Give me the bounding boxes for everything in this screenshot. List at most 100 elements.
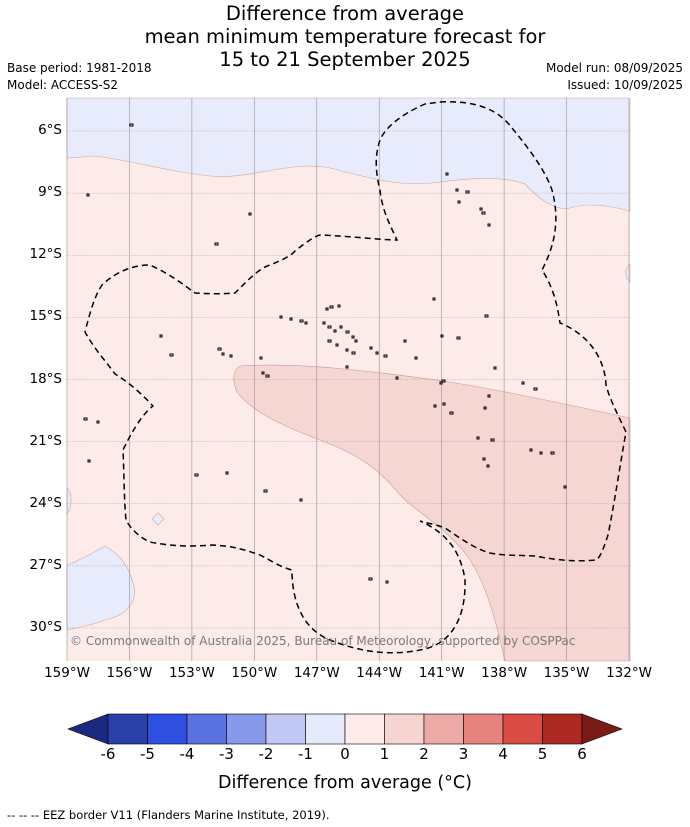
colorbar-cell — [502, 713, 543, 745]
colorbar-tick-label: 0 — [340, 745, 350, 763]
island-outline — [261, 371, 265, 375]
island-outline — [279, 315, 283, 319]
island-outline — [229, 354, 233, 358]
colorbar-under-triangle — [67, 713, 109, 745]
colorbar-cell — [226, 713, 267, 745]
colorbar-tick-label: 6 — [577, 745, 587, 763]
colorbar-cell — [344, 713, 385, 745]
island-outline — [304, 321, 308, 325]
latitude-tick-label: 24°S — [29, 494, 63, 511]
colorbar-tick-label: 4 — [498, 745, 508, 763]
colorbar-tick-label: -3 — [219, 745, 234, 763]
longitude-tick-label: 147°W — [293, 665, 340, 681]
colorbar-tick-label: 1 — [379, 745, 390, 763]
island-outline — [159, 334, 163, 338]
anomaly-region-minus1-to-0-north — [66, 97, 631, 212]
island-outline — [96, 420, 100, 424]
longitude-tick-label: 138°W — [481, 665, 528, 681]
island-outline — [395, 376, 399, 380]
island-outline — [289, 317, 293, 321]
island-outline — [433, 404, 437, 408]
island-outline — [225, 471, 229, 475]
colorbar-tick-label: -2 — [258, 745, 274, 763]
island-outline — [369, 346, 373, 350]
island-outline — [339, 325, 343, 329]
island-outline — [476, 436, 480, 440]
latitude-tick-label: 18°S — [29, 370, 63, 387]
island-outline — [442, 402, 446, 406]
issued-label: Issued: 10/09/2025 — [567, 78, 683, 92]
base-period-label: Base period: 1981-2018 — [7, 61, 152, 75]
island-outline — [529, 448, 533, 452]
island-outline — [414, 356, 418, 360]
colorbar-tick-label: -4 — [179, 745, 195, 763]
island-outline — [457, 200, 461, 204]
island-outline — [299, 498, 303, 502]
island-outline — [487, 394, 491, 398]
model-label: Model: ACCESS-S2 — [7, 78, 119, 92]
latitude-tick-label: 9°S — [38, 184, 62, 201]
model-run-label: Model run: 08/09/2025 — [545, 61, 683, 75]
colorbar-cell — [107, 713, 148, 745]
eez-border — [84, 101, 627, 654]
colorbar-cell — [265, 713, 306, 745]
island-outline — [368, 577, 373, 581]
island-outline — [487, 223, 491, 227]
colorbar-tick-label: -6 — [100, 745, 116, 763]
map-title-line-1: Difference from average — [225, 2, 465, 25]
island-outline — [385, 580, 389, 584]
latitude-tick-label: 6°S — [38, 122, 62, 138]
island-outline — [484, 314, 489, 318]
colorbar-cell — [186, 713, 227, 745]
latitude-tick-label: 12°S — [29, 246, 63, 263]
colorbar-cell — [423, 713, 464, 745]
colorbar-tick-label: 2 — [419, 745, 429, 763]
longitude-tick-label: 135°W — [543, 665, 590, 681]
island-outline — [217, 347, 222, 351]
longitude-tick-label: 159°W — [44, 665, 90, 681]
island-outline — [456, 336, 461, 340]
colorbar-cells — [107, 713, 583, 745]
island-outline — [441, 379, 446, 383]
anomaly-region-minus1-to-0-southwest — [66, 545, 135, 631]
island-outline — [221, 352, 225, 356]
colorbar-cell — [147, 713, 188, 745]
eez-legend-note: -- -- -- EEZ border V11 (Flanders Marine… — [7, 808, 330, 822]
island-outline — [440, 334, 444, 338]
latitude-tick-label: 27°S — [29, 556, 63, 573]
colorbar-title: Difference from average (°C) — [218, 773, 472, 793]
colorbar-tick-label: 3 — [458, 745, 469, 763]
map-grid — [66, 98, 630, 661]
island-outline — [86, 193, 90, 197]
island-outline — [354, 339, 358, 343]
island-outline — [533, 387, 538, 391]
copyright-notice: © Commonwealth of Australia 2025, Bureau… — [70, 634, 576, 648]
island-outline — [539, 451, 543, 455]
island-outline — [403, 339, 407, 343]
island-outline — [482, 457, 486, 461]
latitude-tick-label: 21°S — [29, 432, 63, 449]
colorbar-cell — [384, 713, 425, 745]
island-outline — [129, 123, 134, 127]
island-outline — [465, 190, 470, 194]
island-outline — [265, 374, 270, 378]
island-outline — [327, 325, 332, 329]
longitude-tick-label: 132°W — [606, 665, 652, 681]
island-outline — [563, 485, 567, 489]
longitude-tick-label: 144°W — [356, 665, 403, 681]
island-outline — [383, 354, 388, 358]
island-outline — [214, 242, 219, 246]
island-outline — [483, 406, 487, 410]
island-outline — [335, 343, 339, 347]
island-outline — [432, 297, 436, 301]
island-outline — [322, 321, 326, 325]
island-outline — [345, 365, 349, 369]
colorbar-over-triangle — [581, 713, 623, 745]
colorbar-cell — [305, 713, 346, 745]
island-outline — [87, 459, 91, 463]
island-outline — [345, 348, 349, 352]
anomaly-region-minus1-to-0-spot — [151, 512, 165, 526]
map-title-line-2: mean minimum temperature forecast for — [144, 25, 546, 48]
island-outline — [479, 207, 483, 211]
